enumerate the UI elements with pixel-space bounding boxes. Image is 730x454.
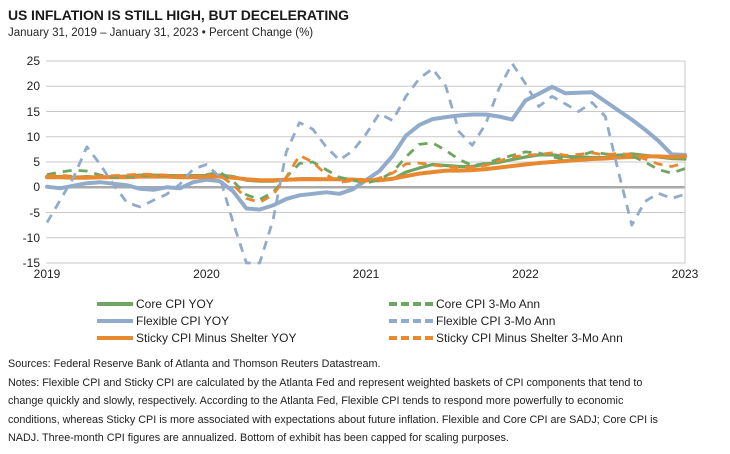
legend-label: Sticky CPI Minus Shelter YOY xyxy=(136,330,297,345)
legend-item-sticky-cpi-3mo: Sticky CPI Minus Shelter 3-Mo Ann xyxy=(389,329,623,346)
legend-label: Flexible CPI 3-Mo Ann xyxy=(436,313,556,328)
footnote-line: Notes: Flexible CPI and Sticky CPI are c… xyxy=(8,376,643,389)
y-axis-tick-label: 10 xyxy=(26,129,40,144)
y-axis-tick-label: -10 xyxy=(22,230,40,245)
x-axis-tick-label: 2019 xyxy=(33,267,61,281)
legend-item-flexible-cpi-yoy: Flexible CPI YOY xyxy=(97,312,297,329)
legend-label: Core CPI 3-Mo Ann xyxy=(436,296,541,311)
legend-item-flexible-cpi-3mo: Flexible CPI 3-Mo Ann xyxy=(389,312,623,329)
chart-area: 25 20 15 10 5 0 -5 -10 -15 2019 2020 2021 2022 2023 xyxy=(22,54,699,281)
footnote-sources: Sources: Federal Reserve Bank of Atlanta… xyxy=(8,358,381,370)
page-title: US INFLATION IS STILL HIGH, BUT DECELERA… xyxy=(8,7,349,23)
series-flexible-cpi-3-mo-ann xyxy=(45,62,686,265)
series-flexible-cpi-yoy xyxy=(45,84,687,212)
y-axis-tick-label: 5 xyxy=(33,155,40,169)
footnotes: Sources: Federal Reserve Bank of Atlanta… xyxy=(8,355,658,448)
y-axis-tick-label: 25 xyxy=(26,54,40,68)
y-axis-tick-label: 15 xyxy=(26,104,40,119)
plot-svg xyxy=(45,60,687,265)
x-axis-tick-label: 2020 xyxy=(193,267,220,281)
legend-label: Core CPI YOY xyxy=(136,296,214,311)
series-sticky-cpi-minus-shelter-3-mo-ann xyxy=(46,151,686,204)
legend-label: Flexible CPI YOY xyxy=(136,313,230,328)
chart-subtitle: January 31, 2019 – January 31, 2023 • Pe… xyxy=(8,27,314,39)
legend-item-sticky-cpi-yoy: Sticky CPI Minus Shelter YOY xyxy=(97,329,297,346)
sticky-cpi-3mo-line-swatch xyxy=(389,335,433,340)
legend-label: Sticky CPI Minus Shelter 3-Mo Ann xyxy=(436,330,623,345)
footnote-line: change quickly and slowly, respectively.… xyxy=(8,395,624,408)
core-cpi-3mo-line-swatch xyxy=(389,301,433,306)
core-cpi-yoy-line-swatch xyxy=(97,301,133,306)
footnote-line: conditions, whereas Sticky CPI is more a… xyxy=(8,413,658,426)
y-axis-tick-label: -5 xyxy=(29,205,40,220)
legend-item-core-cpi-3mo: Core CPI 3-Mo Ann xyxy=(389,295,623,312)
flexible-cpi-yoy-line-swatch xyxy=(97,318,133,323)
x-axis-tick-label: 2023 xyxy=(671,267,699,281)
x-axis-tick-label: 2021 xyxy=(352,267,380,281)
legend-column-solid: Core CPI YOY Flexible CPI YOY Sticky CPI… xyxy=(97,295,297,346)
legend-column-dashed: Core CPI 3-Mo Ann Flexible CPI 3-Mo Ann … xyxy=(389,295,623,346)
y-axis-tick-label: -15 xyxy=(22,256,40,270)
flexible-cpi-3mo-line-swatch xyxy=(389,318,433,323)
footnote-line: NADJ. Three-month CPI figures are annual… xyxy=(8,432,509,445)
y-axis-tick-label: 20 xyxy=(26,79,40,94)
legend-item-core-cpi-yoy: Core CPI YOY xyxy=(97,295,297,312)
x-axis-tick-label: 2022 xyxy=(512,267,539,281)
y-axis-tick-label: 0 xyxy=(33,180,40,195)
sticky-cpi-yoy-line-swatch xyxy=(97,335,133,340)
